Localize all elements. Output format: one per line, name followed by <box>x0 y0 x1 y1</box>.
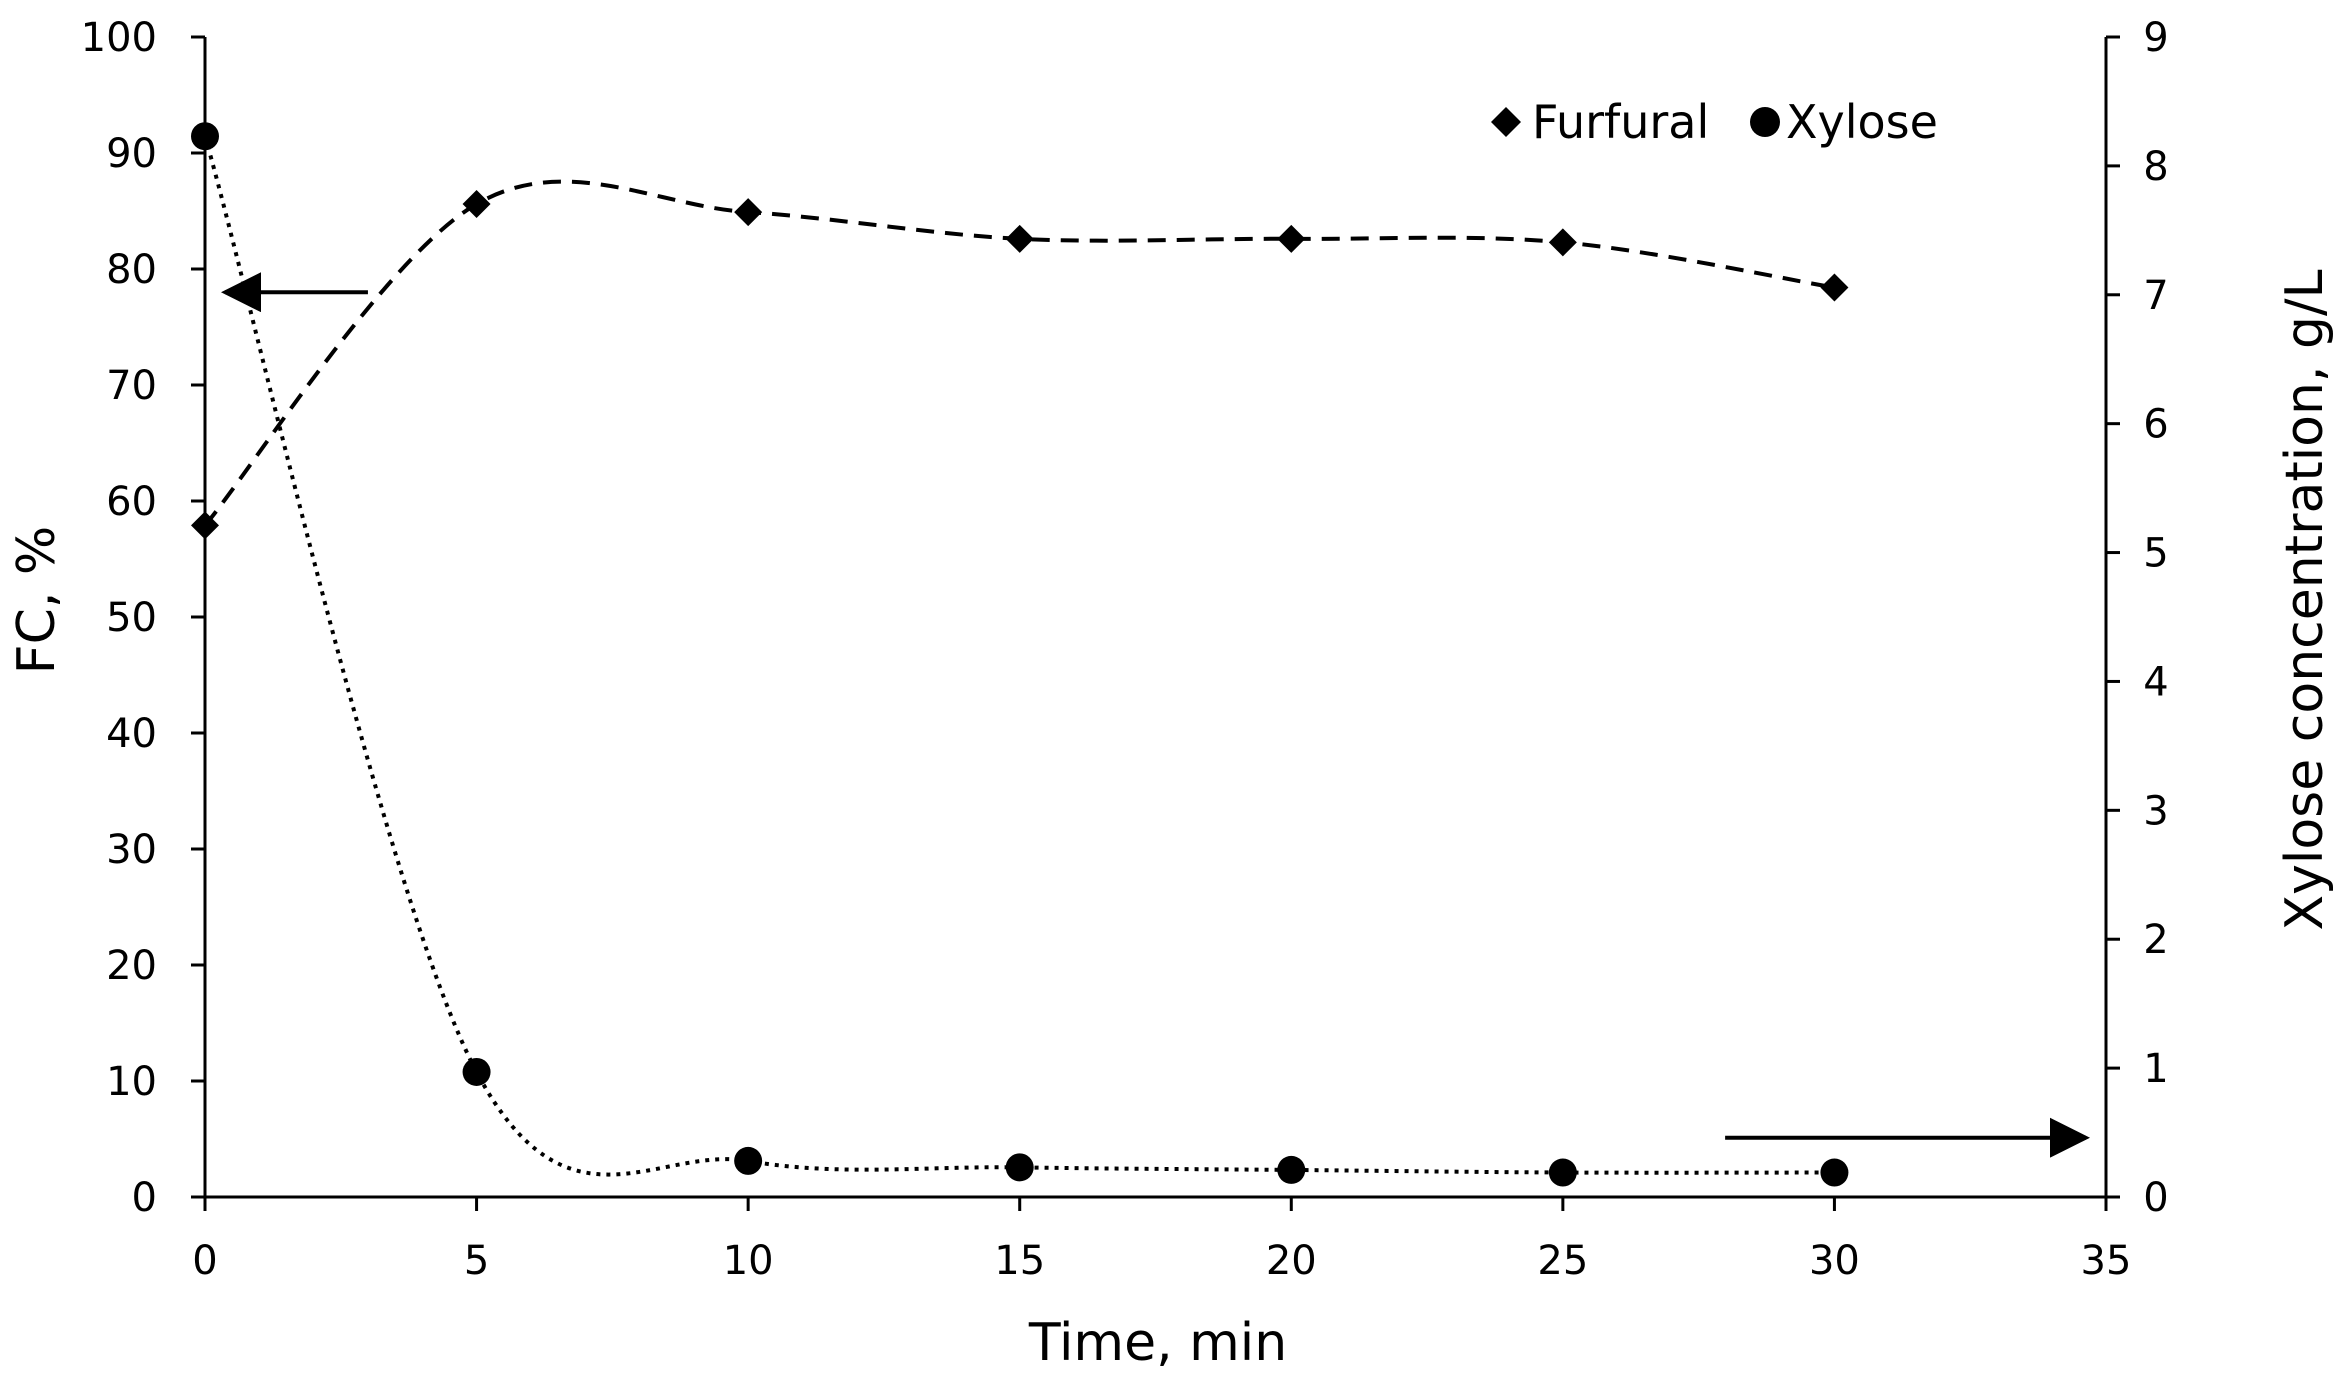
x-axis-ticks: 0 5 10 15 20 25 30 35 <box>192 1197 2131 1284</box>
x-tick-label: 30 <box>1809 1238 1860 1284</box>
right-y-tick-label: 9 <box>2143 15 2168 61</box>
xylose-point <box>462 1057 491 1086</box>
right-y-tick-label: 0 <box>2143 1175 2168 1221</box>
furfural-point <box>462 190 491 219</box>
xylose-point <box>734 1146 763 1175</box>
legend-xylose-label: Xylose <box>1786 95 1938 149</box>
left-y-tick-label: 80 <box>106 247 157 293</box>
data-markers <box>191 122 1849 1187</box>
left-y-tick-label: 0 <box>132 1175 157 1221</box>
right-y-axis-title: Xylose concentration, g/L <box>2275 269 2335 930</box>
x-tick-label: 20 <box>1266 1238 1317 1284</box>
xylose-point <box>1005 1153 1034 1182</box>
trend-lines <box>203 135 1835 1177</box>
axis-arrows <box>221 272 2090 1158</box>
legend-xylose-marker <box>1750 107 1780 137</box>
xylose-trend-line <box>203 135 1835 1177</box>
left-y-tick-label: 60 <box>106 479 157 525</box>
legend-furfural-marker <box>1491 107 1521 137</box>
right-y-axis-ticks: 0 1 2 3 4 5 6 7 8 9 <box>2106 15 2169 1221</box>
xylose-point <box>1548 1158 1577 1187</box>
right-y-tick-label: 3 <box>2143 788 2168 834</box>
x-tick-label: 10 <box>723 1238 774 1284</box>
left-y-tick-label: 70 <box>106 363 157 409</box>
left-y-tick-label: 10 <box>106 1059 157 1105</box>
left-y-tick-label: 50 <box>106 595 157 641</box>
right-y-tick-label: 7 <box>2143 273 2168 319</box>
right-y-tick-label: 2 <box>2143 917 2168 963</box>
x-tick-label: 35 <box>2081 1238 2132 1284</box>
x-tick-label: 25 <box>1537 1238 1588 1284</box>
left-y-tick-label: 20 <box>106 943 157 989</box>
xylose-point <box>1277 1155 1306 1184</box>
left-y-tick-label: 40 <box>106 711 157 757</box>
furfural-point <box>1277 224 1306 253</box>
right-y-tick-label: 8 <box>2143 144 2168 190</box>
left-y-tick-label: 90 <box>106 131 157 177</box>
x-axis-title: Time, min <box>1028 1313 1287 1373</box>
furfural-point <box>1005 224 1034 253</box>
legend-furfural-label: Furfural <box>1532 95 1709 149</box>
x-tick-label: 5 <box>464 1238 489 1284</box>
right-y-tick-label: 5 <box>2143 531 2168 577</box>
left-y-tick-label: 30 <box>106 827 157 873</box>
furfural-point <box>1548 228 1577 257</box>
legend: Furfural Xylose <box>1491 95 1938 149</box>
furfural-point <box>734 198 763 227</box>
xylose-point <box>1820 1158 1849 1187</box>
x-tick-label: 15 <box>994 1238 1045 1284</box>
furfural-point <box>1820 273 1849 302</box>
right-y-tick-label: 6 <box>2143 402 2168 448</box>
left-y-tick-label: 100 <box>81 15 157 61</box>
furfural-point <box>191 511 219 540</box>
right-y-tick-label: 1 <box>2143 1046 2168 1092</box>
axes <box>203 37 2108 1199</box>
left-y-axis-title: FC, % <box>7 526 67 675</box>
x-tick-label: 0 <box>192 1238 217 1284</box>
right-y-tick-label: 4 <box>2143 659 2168 705</box>
left-y-axis-ticks: 0 10 20 30 40 50 60 70 80 90 100 <box>81 15 205 1221</box>
xylose-point <box>191 122 219 151</box>
